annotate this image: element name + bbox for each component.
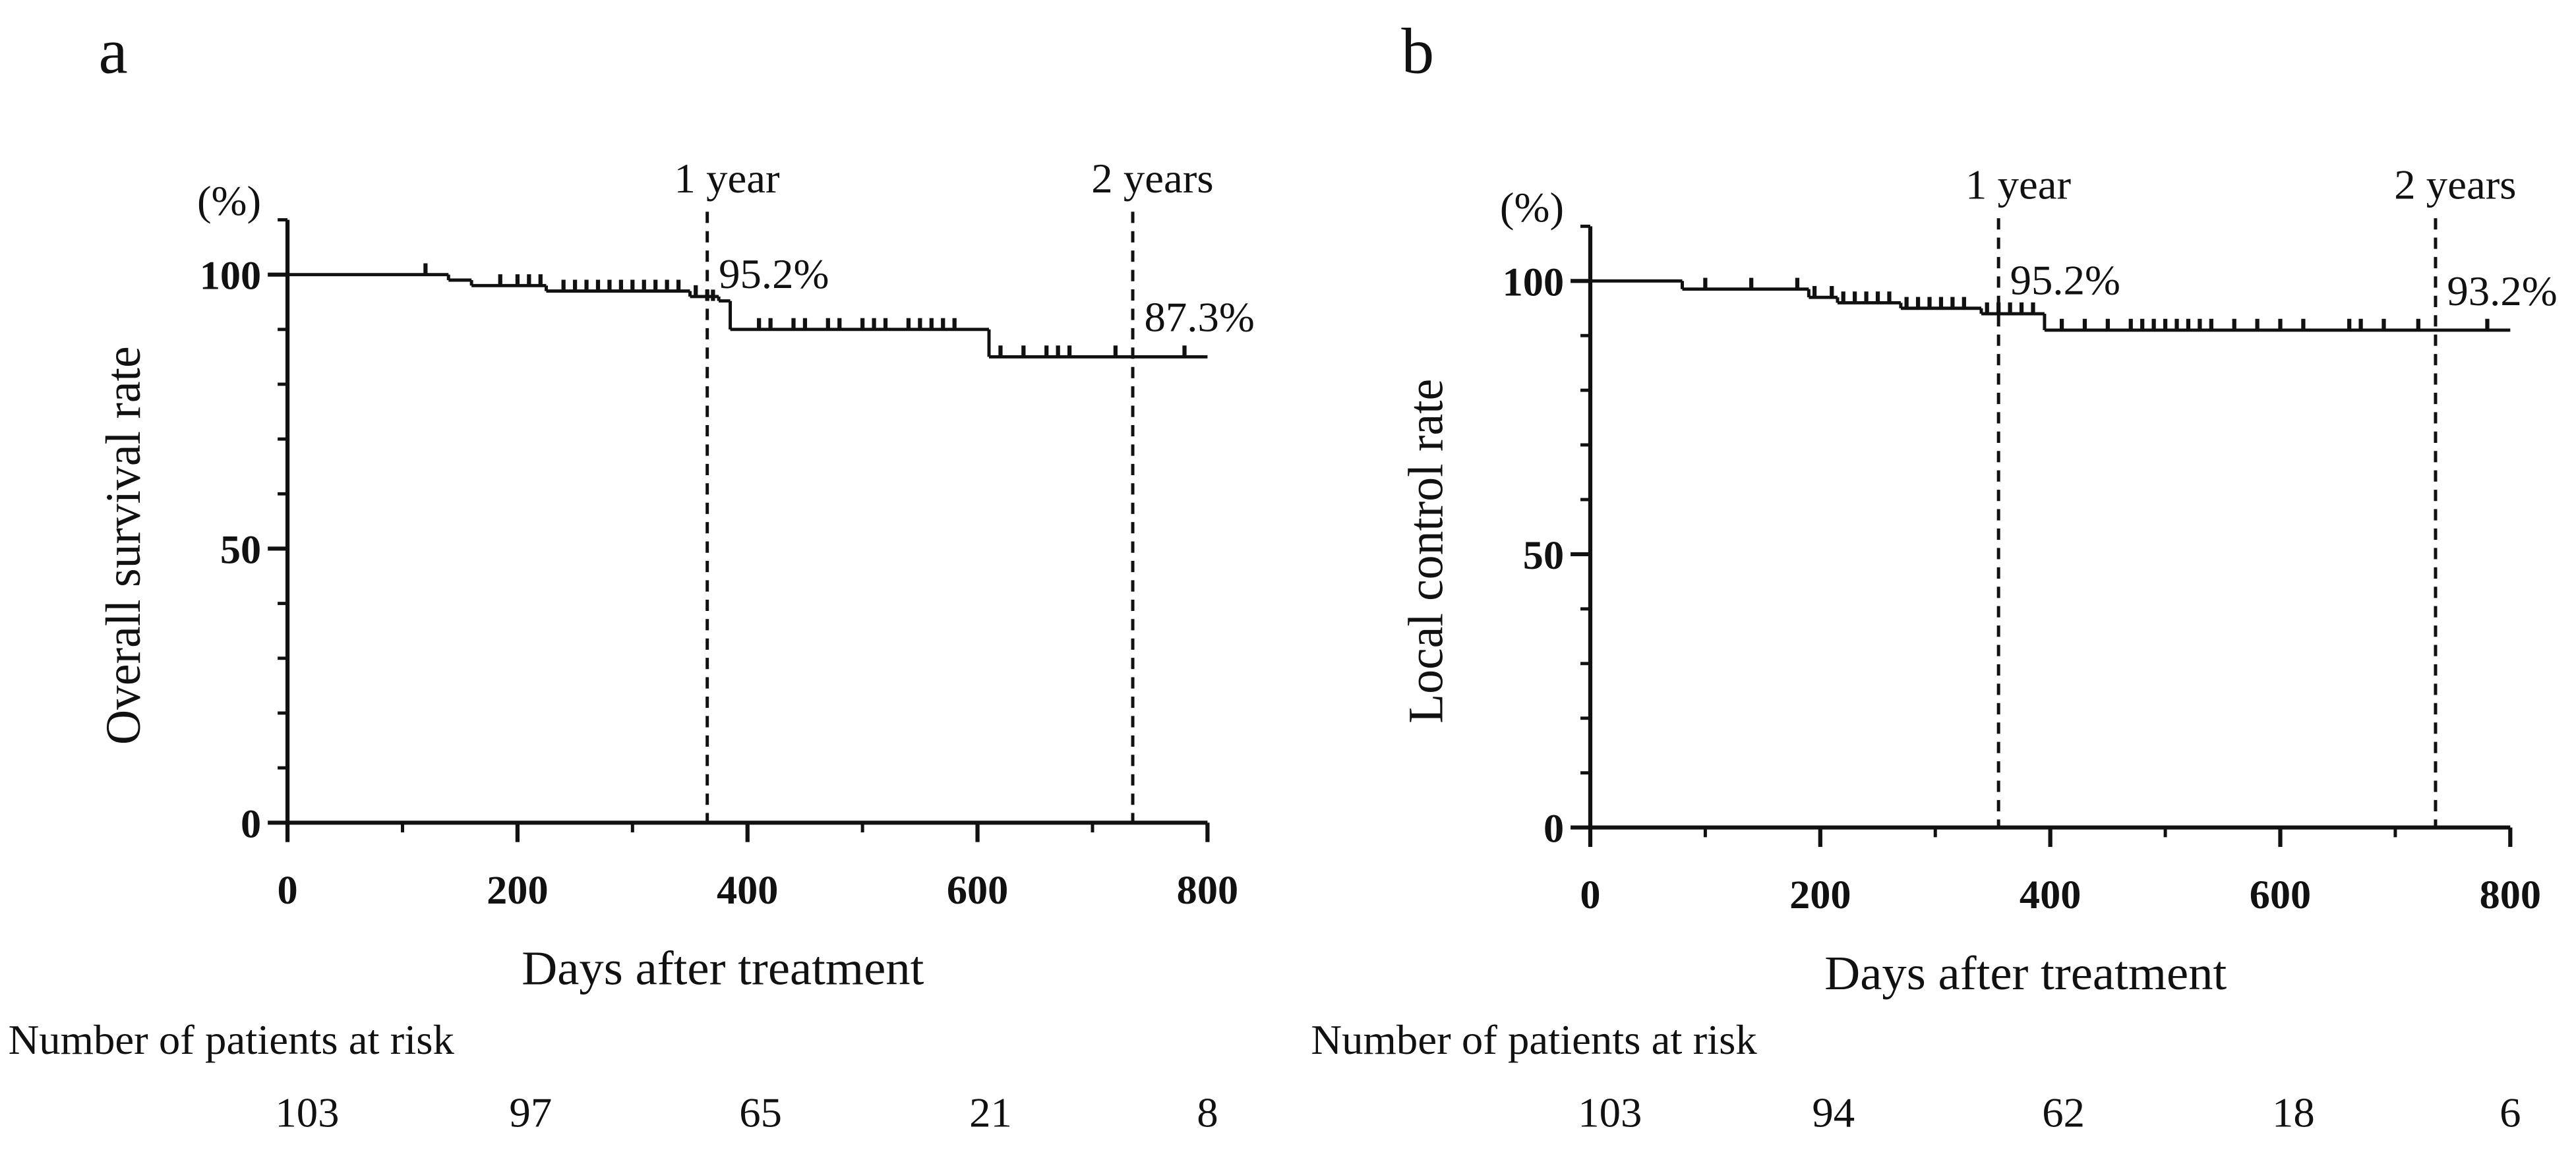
y-axis-title: Local control rate [1399, 379, 1454, 724]
value-label: 95.2% [719, 250, 829, 297]
x-tick-label: 800 [2480, 873, 2541, 917]
at-risk-count: 18 [2272, 1089, 2315, 1136]
y-tick-label: 50 [220, 528, 261, 572]
at-risk-count: 65 [739, 1089, 782, 1136]
reference-label: 2 years [1091, 155, 1213, 201]
at-risk-count: 8 [1197, 1089, 1218, 1136]
at-risk-count: 6 [2500, 1089, 2521, 1136]
panel-letter: b [1401, 16, 1434, 87]
x-tick-label: 400 [2020, 873, 2081, 917]
at-risk-count: 21 [969, 1089, 1012, 1136]
value-label: 93.2% [2447, 268, 2557, 314]
x-axis-title: Days after treatment [522, 942, 924, 995]
value-label: 95.2% [2010, 257, 2120, 303]
at-risk-count: 103 [1578, 1089, 1642, 1136]
y-tick-label: 0 [241, 802, 261, 846]
panel-letter: a [99, 16, 128, 87]
x-axis-title: Days after treatment [1824, 946, 2227, 1000]
at-risk-title: Number of patients at risk [8, 1016, 454, 1062]
y-tick-label: 50 [1523, 533, 1564, 577]
x-tick-label: 600 [947, 868, 1008, 912]
value-label: 87.3% [1144, 294, 1254, 340]
x-tick-label: 0 [1580, 873, 1600, 917]
x-tick-label: 200 [487, 868, 548, 912]
y-tick-label: 100 [200, 254, 261, 298]
y-axis-title: Overall survival rate [96, 346, 151, 745]
reference-label: 1 year [1965, 161, 2071, 208]
x-tick-label: 800 [1177, 868, 1238, 912]
at-risk-count: 62 [2042, 1089, 2085, 1136]
y-unit: (%) [197, 178, 261, 224]
reference-label: 1 year [674, 155, 780, 201]
y-tick-label: 100 [1503, 260, 1564, 304]
y-tick-label: 0 [1543, 807, 1564, 851]
at-risk-count: 94 [1812, 1089, 1855, 1136]
x-tick-label: 400 [717, 868, 778, 912]
at-risk-title: Number of patients at risk [1311, 1016, 1757, 1062]
at-risk-count: 97 [509, 1089, 552, 1136]
y-unit: (%) [1500, 184, 1564, 230]
x-tick-label: 200 [1789, 873, 1851, 917]
x-tick-label: 0 [277, 868, 297, 912]
reference-label: 2 years [2394, 161, 2516, 208]
x-tick-label: 600 [2250, 873, 2311, 917]
at-risk-count: 103 [275, 1089, 339, 1136]
